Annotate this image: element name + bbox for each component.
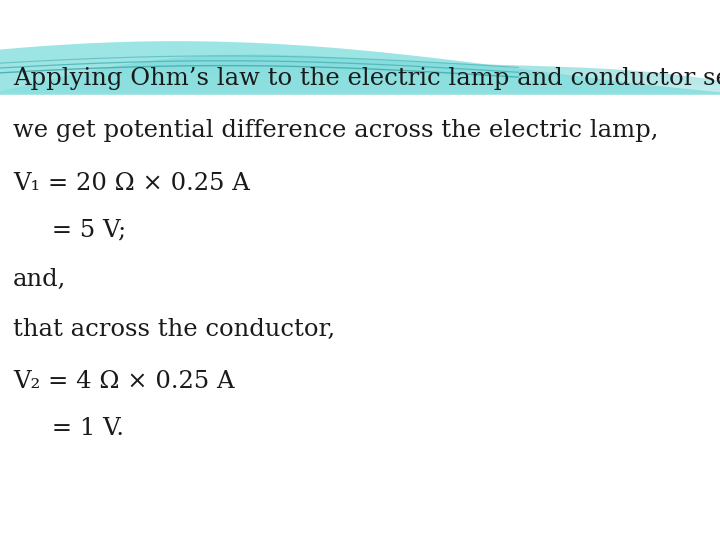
Bar [0,26,720,27]
Bar [0,86,720,87]
Bar [0,55,720,56]
Bar [0,48,720,49]
Bar [0,50,720,51]
Bar [0,10,720,11]
Bar [0,23,720,24]
Bar [0,40,720,42]
Bar [0,24,720,25]
Bar [0,11,720,12]
Bar [0,60,720,62]
Bar [0,51,720,52]
Bar [0,70,720,71]
Bar [0,12,720,13]
Text: that across the conductor,: that across the conductor, [13,318,335,341]
Bar [0,62,720,63]
Bar [0,90,720,91]
Bar [0,52,720,53]
Text: V₁ = 20 Ω × 0.25 A: V₁ = 20 Ω × 0.25 A [13,172,250,194]
Bar [0,53,720,55]
Bar [0,77,720,78]
Text: = 5 V;: = 5 V; [13,219,126,241]
Bar [0,87,720,89]
Bar [0,2,720,4]
Text: V₂ = 4 Ω × 0.25 A: V₂ = 4 Ω × 0.25 A [13,370,235,393]
Bar [0,42,720,43]
Bar [0,6,720,7]
Bar [0,49,720,50]
Bar [0,66,720,68]
Bar [0,36,720,37]
Bar [0,72,720,73]
Bar [0,13,720,14]
Bar [0,69,720,70]
Bar [0,39,720,40]
Bar [0,83,720,84]
Bar [0,85,720,86]
Bar [0,38,720,39]
Bar [0,19,720,20]
Bar [0,25,720,26]
Bar [0,75,720,76]
Bar [0,34,720,36]
Bar [0,73,720,75]
Bar [0,46,720,47]
Bar [0,4,720,5]
Bar [0,93,720,94]
Bar [0,21,720,23]
Text: we get potential difference across the electric lamp,: we get potential difference across the e… [13,119,658,142]
Bar [0,0,720,1]
Bar [0,20,720,21]
Bar [0,91,720,92]
Bar [0,59,720,60]
Bar [0,44,720,45]
Bar [0,84,720,85]
Text: = 1 V.: = 1 V. [13,417,124,440]
Bar [0,45,720,46]
Bar [0,7,720,8]
Bar [0,30,720,31]
Bar [0,80,720,82]
Bar [0,33,720,34]
Bar [0,1,720,2]
Bar [0,89,720,90]
Polygon shape [0,0,720,91]
Bar [0,15,720,17]
Bar [0,82,720,83]
Bar [0,37,720,38]
Polygon shape [0,41,720,94]
Bar [0,65,720,66]
Bar [0,17,720,18]
Bar [0,68,720,69]
Bar [0,28,720,30]
Bar [0,56,720,57]
Bar [0,78,720,79]
Bar [0,8,720,9]
Bar [0,76,720,77]
Bar [0,63,720,64]
Text: and,: and, [13,268,66,291]
Bar [0,58,720,59]
Bar [0,92,720,93]
Bar [0,32,720,33]
Bar [0,57,720,58]
Bar [0,27,720,28]
Bar [0,5,720,6]
Bar [0,43,720,44]
Bar [0,79,720,80]
Text: Applying Ohm’s law to the electric lamp and conductor separately,: Applying Ohm’s law to the electric lamp … [13,67,720,90]
Bar [0,14,720,15]
Bar [0,64,720,65]
Bar [0,71,720,72]
Bar [0,31,720,32]
Bar [0,18,720,19]
